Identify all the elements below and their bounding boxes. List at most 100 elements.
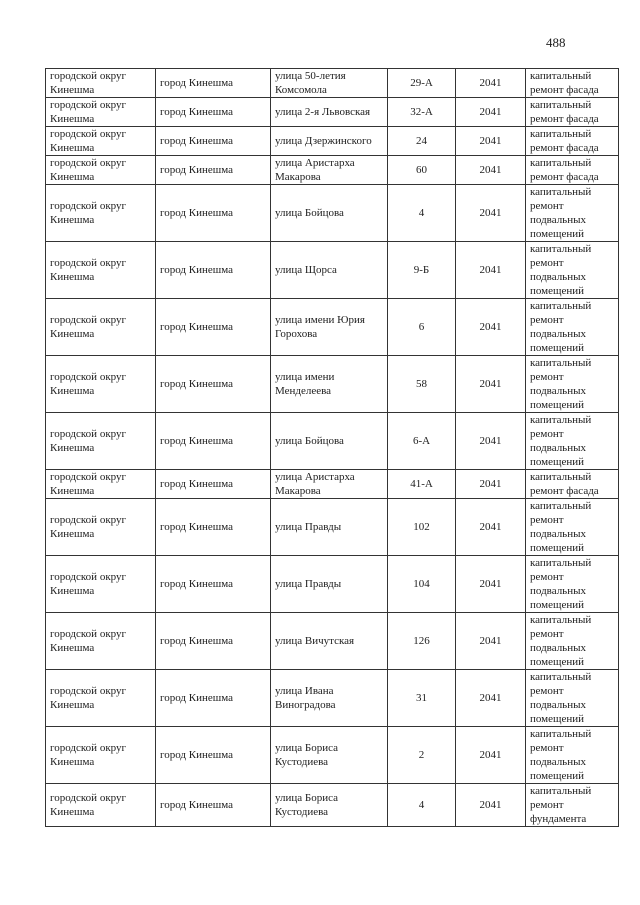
cell-street: улица Бориса Кустодиева	[270, 726, 388, 784]
cell-house-number: 9-Б	[387, 241, 456, 299]
table-body: городской округ Кинешма город Кинешма ул…	[45, 68, 619, 827]
cell-street: улица имени Юрия Горохова	[270, 298, 388, 356]
cell-district: городской округ Кинешма	[45, 555, 156, 613]
cell-work-type: капитальный ремонт подвальных помещений	[525, 498, 619, 556]
cell-year: 2041	[455, 241, 526, 299]
cell-year: 2041	[455, 298, 526, 356]
table-row: городской округ Кинешма город Кинешма ул…	[45, 726, 619, 784]
cell-city: город Кинешма	[155, 412, 271, 470]
cell-city: город Кинешма	[155, 726, 271, 784]
cell-city: город Кинешма	[155, 68, 271, 98]
table-row: городской округ Кинешма город Кинешма ул…	[45, 155, 619, 185]
cell-city: город Кинешма	[155, 469, 271, 499]
cell-district: городской округ Кинешма	[45, 726, 156, 784]
table-row: городской округ Кинешма город Кинешма ул…	[45, 97, 619, 127]
cell-city: город Кинешма	[155, 184, 271, 242]
cell-street: улица имени Менделеева	[270, 355, 388, 413]
cell-city: город Кинешма	[155, 498, 271, 556]
page-number: 488	[546, 35, 566, 50]
cell-year: 2041	[455, 355, 526, 413]
cell-house-number: 41-А	[387, 469, 456, 499]
cell-year: 2041	[455, 412, 526, 470]
cell-work-type: капитальный ремонт подвальных помещений	[525, 555, 619, 613]
table-row: городской округ Кинешма город Кинешма ул…	[45, 669, 619, 727]
cell-year: 2041	[455, 469, 526, 499]
cell-work-type: капитальный ремонт фасада	[525, 155, 619, 185]
cell-district: городской округ Кинешма	[45, 669, 156, 727]
cell-year: 2041	[455, 669, 526, 727]
table-row: городской округ Кинешма город Кинешма ул…	[45, 612, 619, 670]
cell-house-number: 24	[387, 126, 456, 156]
cell-work-type: капитальный ремонт подвальных помещений	[525, 355, 619, 413]
cell-district: городской округ Кинешма	[45, 783, 156, 827]
cell-district: городской округ Кинешма	[45, 241, 156, 299]
cell-work-type: капитальный ремонт фундамента	[525, 783, 619, 827]
cell-house-number: 4	[387, 783, 456, 827]
cell-district: городской округ Кинешма	[45, 155, 156, 185]
cell-district: городской округ Кинешма	[45, 355, 156, 413]
cell-work-type: капитальный ремонт фасада	[525, 126, 619, 156]
cell-house-number: 4	[387, 184, 456, 242]
cell-house-number: 2	[387, 726, 456, 784]
table-row: городской округ Кинешма город Кинешма ул…	[45, 355, 619, 413]
cell-work-type: капитальный ремонт подвальных помещений	[525, 612, 619, 670]
cell-year: 2041	[455, 155, 526, 185]
cell-house-number: 31	[387, 669, 456, 727]
cell-work-type: капитальный ремонт фасада	[525, 469, 619, 499]
cell-district: городской округ Кинешма	[45, 126, 156, 156]
table-row: городской округ Кинешма город Кинешма ул…	[45, 184, 619, 242]
cell-street: улица Щорса	[270, 241, 388, 299]
cell-work-type: капитальный ремонт фасада	[525, 68, 619, 98]
table-row: городской округ Кинешма город Кинешма ул…	[45, 555, 619, 613]
cell-work-type: капитальный ремонт подвальных помещений	[525, 184, 619, 242]
cell-work-type: капитальный ремонт подвальных помещений	[525, 298, 619, 356]
cell-work-type: капитальный ремонт подвальных помещений	[525, 726, 619, 784]
cell-year: 2041	[455, 498, 526, 556]
cell-street: улица Дзержинского	[270, 126, 388, 156]
cell-house-number: 6-А	[387, 412, 456, 470]
cell-district: городской округ Кинешма	[45, 612, 156, 670]
cell-district: городской округ Кинешма	[45, 498, 156, 556]
cell-house-number: 126	[387, 612, 456, 670]
cell-house-number: 102	[387, 498, 456, 556]
cell-street: улица 50-летия Комсомола	[270, 68, 388, 98]
table-row: городской округ Кинешма город Кинешма ул…	[45, 498, 619, 556]
cell-city: город Кинешма	[155, 783, 271, 827]
cell-house-number: 104	[387, 555, 456, 613]
cell-work-type: капитальный ремонт фасада	[525, 97, 619, 127]
cell-street: улица Правды	[270, 498, 388, 556]
cell-district: городской округ Кинешма	[45, 412, 156, 470]
table-row: городской округ Кинешма город Кинешма ул…	[45, 241, 619, 299]
cell-city: город Кинешма	[155, 155, 271, 185]
cell-work-type: капитальный ремонт подвальных помещений	[525, 241, 619, 299]
cell-city: город Кинешма	[155, 669, 271, 727]
cell-house-number: 29-А	[387, 68, 456, 98]
table-row: городской округ Кинешма город Кинешма ул…	[45, 298, 619, 356]
cell-city: город Кинешма	[155, 241, 271, 299]
table-row: городской округ Кинешма город Кинешма ул…	[45, 469, 619, 499]
cell-district: городской округ Кинешма	[45, 298, 156, 356]
cell-year: 2041	[455, 97, 526, 127]
cell-city: город Кинешма	[155, 612, 271, 670]
cell-street: улица Аристарха Макарова	[270, 155, 388, 185]
repair-schedule-table: городской округ Кинешма город Кинешма ул…	[45, 68, 619, 827]
cell-city: город Кинешма	[155, 298, 271, 356]
cell-year: 2041	[455, 68, 526, 98]
cell-year: 2041	[455, 726, 526, 784]
cell-street: улица Бойцова	[270, 184, 388, 242]
cell-year: 2041	[455, 184, 526, 242]
cell-house-number: 60	[387, 155, 456, 185]
cell-work-type: капитальный ремонт подвальных помещений	[525, 669, 619, 727]
cell-house-number: 58	[387, 355, 456, 413]
cell-district: городской округ Кинешма	[45, 469, 156, 499]
table-row: городской округ Кинешма город Кинешма ул…	[45, 412, 619, 470]
cell-city: город Кинешма	[155, 97, 271, 127]
cell-district: городской округ Кинешма	[45, 97, 156, 127]
cell-district: городской округ Кинешма	[45, 184, 156, 242]
cell-year: 2041	[455, 612, 526, 670]
cell-year: 2041	[455, 126, 526, 156]
cell-street: улица Вичутская	[270, 612, 388, 670]
cell-street: улица Бойцова	[270, 412, 388, 470]
cell-work-type: капитальный ремонт подвальных помещений	[525, 412, 619, 470]
